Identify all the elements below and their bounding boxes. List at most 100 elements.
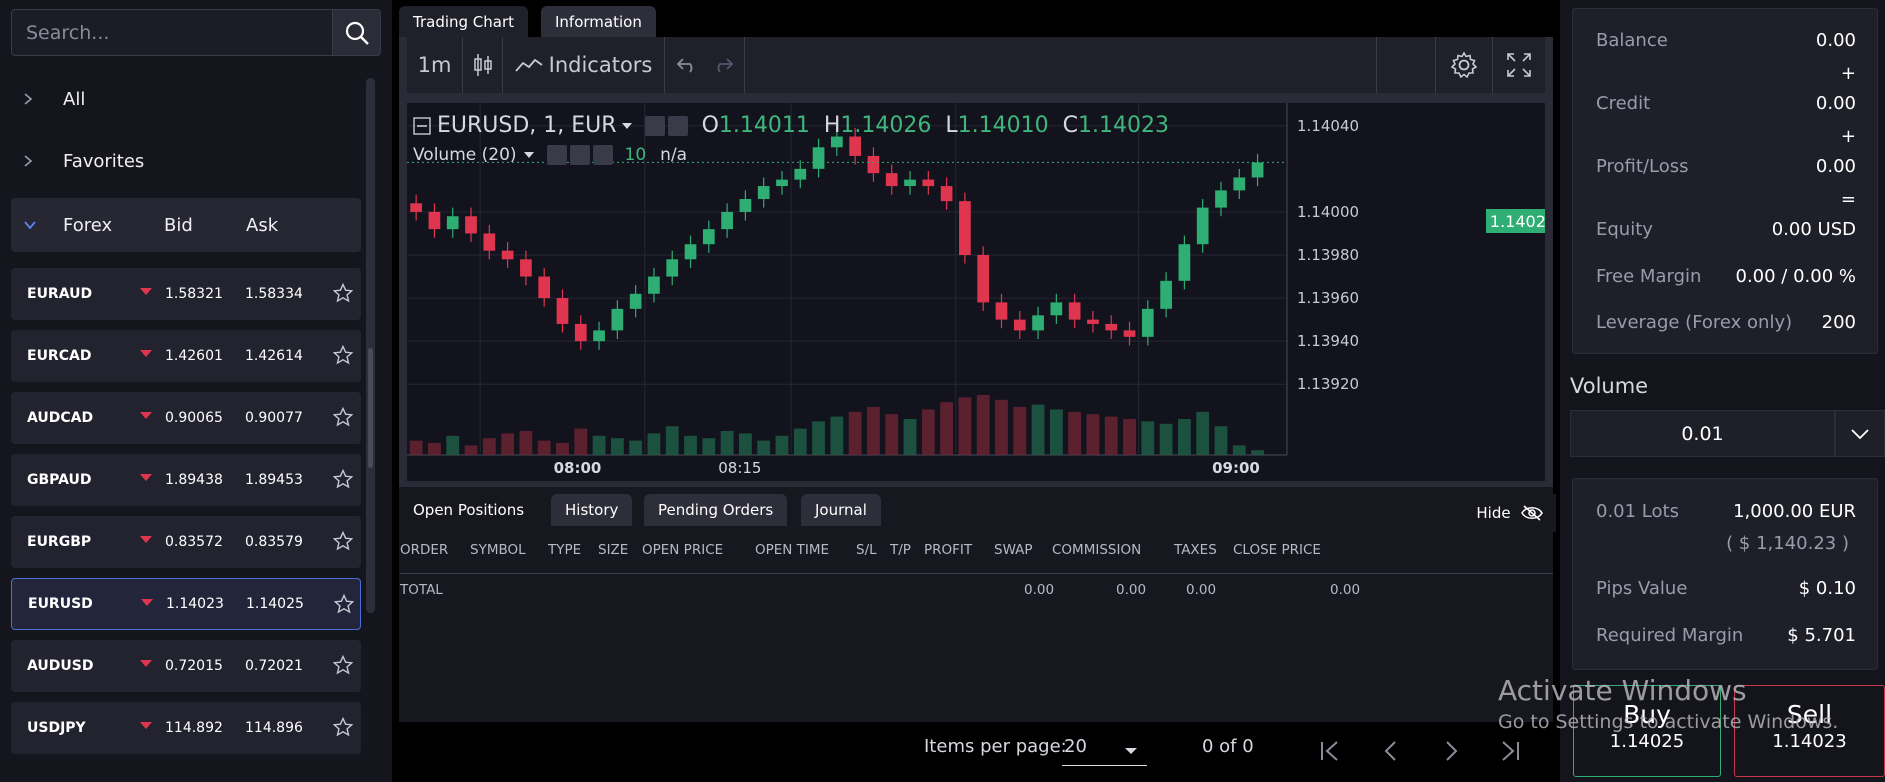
volume-dropdown[interactable] (1835, 410, 1885, 457)
volume-bar (665, 426, 679, 455)
ohlc-o-value: 1.14011 (718, 113, 810, 138)
redo-icon[interactable] (713, 57, 733, 73)
col-header-open-time[interactable]: OPEN TIME (755, 542, 830, 558)
candle-body (1196, 207, 1209, 245)
search-input[interactable] (12, 10, 332, 55)
col-header-profit[interactable]: PROFIT (924, 542, 973, 558)
col-header-swap[interactable]: SWAP (994, 542, 1033, 558)
candle-body (867, 155, 880, 174)
total-commission: 0.00 (1186, 582, 1217, 598)
pair-bid: 0.83572 (165, 534, 223, 550)
price-chart[interactable]: 1.14040 1.14000 1.13980 1.13960 1.13940 1.139… (407, 103, 1545, 481)
category-all[interactable]: All (11, 72, 361, 126)
pair-ask: 0.83579 (245, 534, 303, 550)
tab-journal[interactable]: Journal (801, 494, 881, 526)
star-icon[interactable] (334, 594, 354, 614)
sell-button[interactable]: Sell 1.14023 (1734, 685, 1885, 777)
col-header-commission[interactable]: COMMISSION (1052, 542, 1142, 558)
category-favorites[interactable]: Favorites (11, 134, 361, 188)
next-page-icon[interactable] (1443, 740, 1459, 762)
credit-label: Credit (1596, 93, 1651, 114)
items-per-page-select[interactable]: 20 (1062, 732, 1147, 766)
tab-trading-chart[interactable]: Trading Chart (399, 6, 529, 38)
tab-information[interactable]: Information (541, 6, 656, 38)
volume-input[interactable]: 0.01 (1570, 410, 1835, 457)
prev-page-icon[interactable] (1383, 740, 1399, 762)
undo-redo-group (665, 37, 745, 93)
star-icon[interactable] (333, 531, 353, 551)
star-icon[interactable] (333, 407, 353, 427)
ohlc-o-label: O (701, 113, 719, 138)
pair-row-audcad[interactable]: AUDCAD 0.90065 0.90077 (11, 392, 361, 444)
undo-icon[interactable] (676, 57, 697, 73)
gear-icon[interactable] (569, 145, 590, 165)
eye-icon[interactable] (644, 115, 665, 136)
col-header-size[interactable]: SIZE (598, 542, 629, 558)
indicators-button[interactable]: Indicators (503, 37, 665, 93)
category-all-label: All (63, 88, 86, 110)
fullscreen-button[interactable] (1493, 37, 1545, 93)
col-header-t-p[interactable]: T/P (890, 542, 911, 558)
margin-value: $ 5.701 (1787, 625, 1856, 646)
items-per-page-label: Items per page: (924, 736, 1067, 757)
pair-row-eurusd[interactable]: EURUSD 1.14023 1.14025 (11, 578, 361, 630)
collapse-icon[interactable] (413, 116, 431, 135)
volume-label[interactable]: Volume (20) (413, 145, 517, 165)
tab-history[interactable]: History (551, 494, 633, 526)
volume-bar (1049, 409, 1063, 455)
scrollbar-thumb[interactable] (368, 348, 373, 468)
volume-bar (464, 445, 478, 455)
volume-bar (830, 416, 844, 455)
eye-icon[interactable] (546, 145, 567, 165)
candle-type-button[interactable] (463, 37, 503, 93)
caret-down-icon[interactable] (621, 122, 633, 130)
tab-open-positions[interactable]: Open Positions (399, 494, 539, 526)
account-panel: Balance 0.00 + Credit 0.00 + Profit/Loss 0.… (1560, 0, 1885, 782)
col-header-symbol[interactable]: SYMBOL (470, 542, 526, 558)
volume-bar (556, 443, 569, 455)
pair-row-usdjpy[interactable]: USDJPY 114.892 114.896 (11, 702, 361, 754)
close-icon[interactable] (592, 145, 613, 165)
category-forex[interactable]: Forex Bid Ask (11, 198, 361, 252)
col-header-order[interactable]: ORDER (400, 542, 449, 558)
caret-down-icon[interactable] (523, 151, 535, 159)
candle-body (1087, 319, 1099, 324)
pair-row-gbpaud[interactable]: GBPAUD 1.89438 1.89453 (11, 454, 361, 506)
star-icon[interactable] (333, 655, 353, 675)
candle-body (465, 216, 477, 234)
pair-row-eurgbp[interactable]: EURGBP 0.83572 0.83579 (11, 516, 361, 568)
first-page-icon[interactable] (1319, 740, 1343, 762)
lots-value: 1,000.00 EUR (1733, 501, 1856, 522)
candle-body (593, 330, 605, 342)
col-header-taxes[interactable]: TAXES (1174, 542, 1217, 558)
pair-row-audusd[interactable]: AUDUSD 0.72015 0.72021 (11, 640, 361, 692)
col-header-s-l[interactable]: S/L (856, 542, 877, 558)
col-header-type[interactable]: TYPE (548, 542, 582, 558)
buy-button[interactable]: Buy 1.14025 (1573, 685, 1721, 777)
pair-row-eurcad[interactable]: EURCAD 1.42601 1.42614 (11, 330, 361, 382)
star-icon[interactable] (333, 345, 353, 365)
volume-bar (1123, 419, 1136, 455)
candlestick-chart[interactable]: 1.14040 1.14000 1.13980 1.13960 1.13940 1.139… (407, 103, 1545, 481)
star-icon[interactable] (333, 469, 353, 489)
hide-button[interactable]: Hide (1463, 494, 1556, 532)
down-arrow-icon (140, 660, 152, 667)
gear-icon[interactable] (667, 115, 688, 136)
col-header-open-price[interactable]: OPEN PRICE (642, 542, 724, 558)
volume-bar (1013, 407, 1027, 455)
star-icon[interactable] (333, 717, 353, 737)
search-button[interactable] (332, 10, 380, 55)
symbol-line[interactable]: EURUSD, 1, EUR (437, 113, 617, 138)
candle-body (1068, 302, 1081, 320)
sidebar-scrollbar[interactable] (366, 78, 375, 613)
tab-pending-orders[interactable]: Pending Orders (644, 494, 788, 526)
pair-row-euraud[interactable]: EURAUD 1.58321 1.58334 (11, 268, 361, 320)
ohlc-h-label: H (823, 113, 841, 138)
col-header-close-price[interactable]: CLOSE PRICE (1233, 542, 1321, 558)
volume-bar (757, 440, 771, 455)
interval-button[interactable]: 1m (407, 37, 463, 93)
chart-settings-button[interactable] (1435, 37, 1493, 93)
last-page-icon[interactable] (1497, 740, 1521, 762)
star-icon[interactable] (333, 283, 353, 303)
profit-loss-label: Profit/Loss (1596, 156, 1689, 177)
